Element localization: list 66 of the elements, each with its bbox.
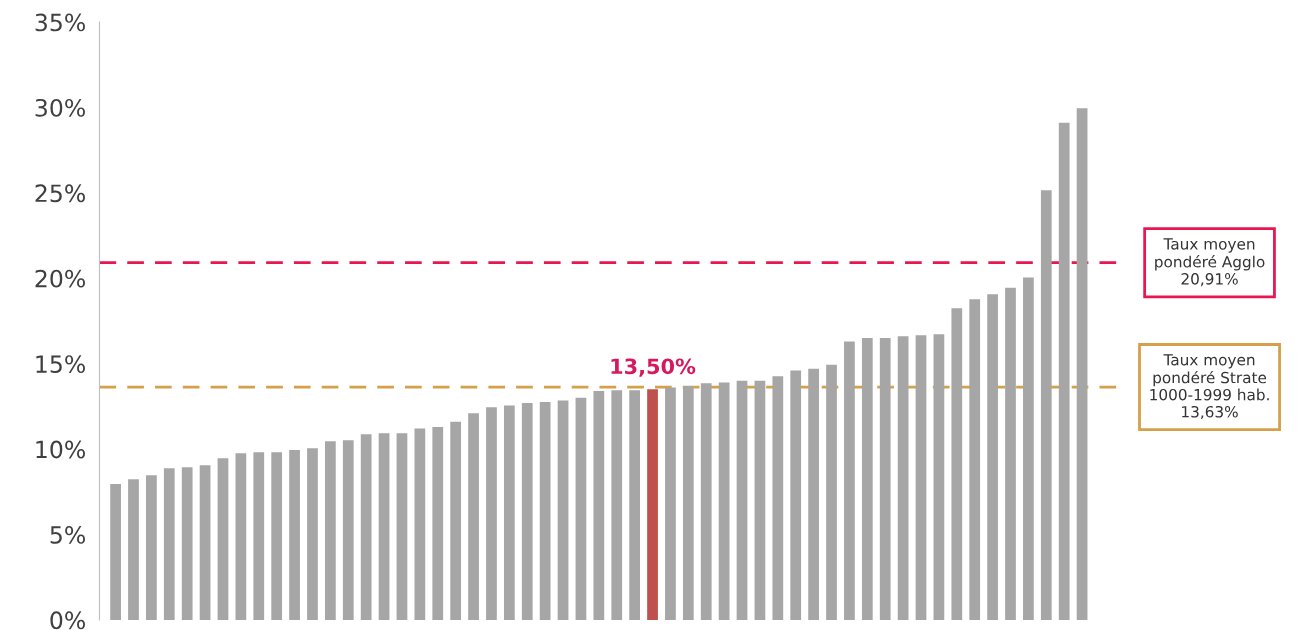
bar xyxy=(414,428,426,620)
y-tick-label: 25% xyxy=(35,184,85,203)
bar xyxy=(450,421,462,620)
bar xyxy=(1023,277,1034,620)
bar xyxy=(539,402,551,620)
bar xyxy=(951,308,963,620)
bar xyxy=(915,335,927,620)
bar xyxy=(790,370,802,620)
bar xyxy=(754,380,766,620)
bar xyxy=(557,400,569,620)
bar xyxy=(181,467,193,620)
bar xyxy=(593,391,605,620)
bar xyxy=(718,382,730,620)
bar xyxy=(1040,190,1052,620)
bar xyxy=(1005,287,1016,620)
bar xyxy=(665,387,676,620)
bar xyxy=(629,390,641,620)
y-tick-label: 5% xyxy=(50,525,85,544)
bar xyxy=(396,433,408,620)
bar xyxy=(235,453,247,620)
data-label: 13,50% xyxy=(611,358,696,377)
bar xyxy=(611,390,623,620)
bar xyxy=(772,376,784,620)
bar xyxy=(987,294,998,620)
bar xyxy=(1058,122,1070,620)
bar xyxy=(110,484,121,620)
y-tick-label: 15% xyxy=(36,355,85,373)
bar xyxy=(289,450,300,620)
bar xyxy=(199,465,211,620)
bar xyxy=(253,452,265,620)
bar xyxy=(647,389,658,620)
bar xyxy=(325,441,336,620)
bar xyxy=(897,336,909,620)
y-tick-label: 20% xyxy=(35,269,85,288)
bar xyxy=(307,448,318,620)
bar xyxy=(521,402,533,620)
bar xyxy=(342,440,354,620)
y-tick-label: 0% xyxy=(50,611,85,630)
bar xyxy=(486,407,497,620)
bar xyxy=(128,479,139,620)
bar xyxy=(468,413,479,620)
bar xyxy=(933,334,945,620)
bar xyxy=(682,385,694,620)
bar xyxy=(217,458,229,620)
ref-line-label: Taux moyen pondéré Strate 1000-1999 hab. 13,63% xyxy=(1150,354,1269,420)
bar xyxy=(271,452,283,620)
bar xyxy=(844,341,855,620)
bar xyxy=(1076,108,1088,620)
bar xyxy=(163,468,175,620)
bar xyxy=(736,380,748,620)
ref-line-label: Taux moyen pondéré Agglo 20,91% xyxy=(1155,238,1265,287)
bar xyxy=(808,368,819,620)
bar xyxy=(575,397,587,620)
bar xyxy=(503,405,515,620)
bar xyxy=(360,434,372,620)
bar xyxy=(700,383,712,620)
y-tick-label: 30% xyxy=(35,98,85,117)
bar xyxy=(146,475,157,620)
y-tick-label: 35% xyxy=(35,13,85,32)
bar xyxy=(879,338,891,620)
bar xyxy=(969,299,981,620)
y-tick-label: 10% xyxy=(36,440,85,459)
bar xyxy=(378,433,390,620)
bar xyxy=(432,426,444,620)
bar xyxy=(861,338,873,620)
bar xyxy=(826,364,837,620)
